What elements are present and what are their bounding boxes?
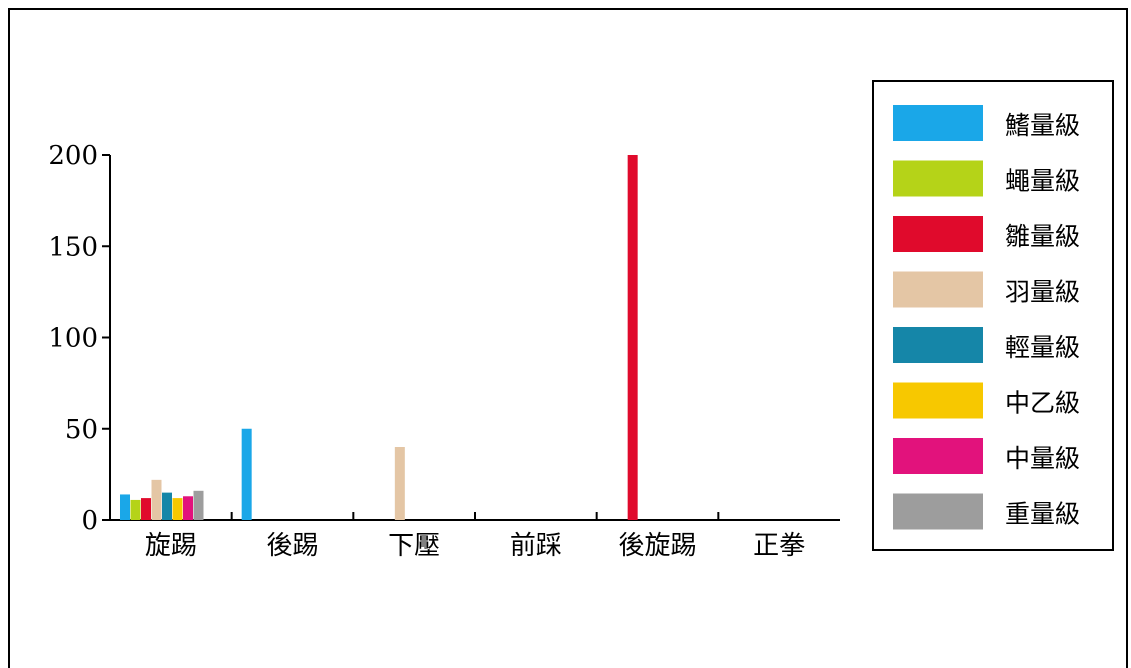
legend-label: 中乙級 bbox=[1005, 389, 1080, 418]
bar bbox=[162, 492, 172, 520]
bar bbox=[151, 479, 162, 520]
x-category-label: 旋踢 bbox=[145, 531, 197, 561]
legend-swatch bbox=[893, 160, 983, 197]
y-tick-label: 50 bbox=[65, 415, 98, 445]
x-category-label: 正拳 bbox=[753, 531, 805, 561]
bar-chart: 0 50 100 150 200 旋踢 後踢 下壓 前踩 後旋踢 正拳 鰭量級蠅量級雛量級羽量級輕量… bbox=[48, 80, 1114, 561]
bar bbox=[183, 496, 193, 520]
legend-label: 中量級 bbox=[1005, 444, 1080, 473]
bar bbox=[394, 447, 405, 520]
legend-swatch bbox=[893, 271, 983, 308]
x-category-label: 後旋踢 bbox=[618, 531, 696, 561]
legend-swatch bbox=[893, 382, 983, 419]
x-category-label: 前踩 bbox=[510, 531, 562, 561]
legend-box bbox=[872, 80, 1114, 551]
bar bbox=[120, 494, 130, 520]
legend-swatch bbox=[893, 216, 983, 252]
chart-bars bbox=[120, 155, 638, 520]
x-category-label: 後踢 bbox=[266, 531, 318, 561]
bar bbox=[193, 490, 204, 520]
bar bbox=[172, 498, 183, 520]
legend-swatch bbox=[893, 327, 983, 363]
y-tick-label: 200 bbox=[48, 141, 98, 171]
legend-label: 蠅量級 bbox=[1005, 167, 1080, 196]
legend-label: 羽量級 bbox=[1005, 278, 1080, 307]
legend-label: 雛量級 bbox=[1005, 222, 1080, 251]
legend-label: 輕量級 bbox=[1005, 333, 1080, 362]
y-tick-label: 0 bbox=[81, 506, 98, 536]
bar bbox=[130, 499, 141, 520]
chart-axes: 0 50 100 150 200 旋踢 後踢 下壓 前踩 後旋踢 正拳 bbox=[48, 141, 840, 561]
x-category-label: 下壓 bbox=[388, 531, 440, 561]
bar bbox=[141, 498, 151, 520]
y-tick-label: 100 bbox=[48, 324, 98, 354]
y-tick-label: 150 bbox=[48, 232, 98, 262]
legend-label: 重量級 bbox=[1005, 500, 1080, 529]
legend-swatch bbox=[893, 438, 983, 474]
legend-swatch bbox=[893, 493, 983, 530]
legend-label: 鰭量級 bbox=[1005, 111, 1080, 140]
bar bbox=[241, 428, 252, 520]
legend-swatch bbox=[893, 105, 983, 141]
bar bbox=[627, 155, 638, 520]
